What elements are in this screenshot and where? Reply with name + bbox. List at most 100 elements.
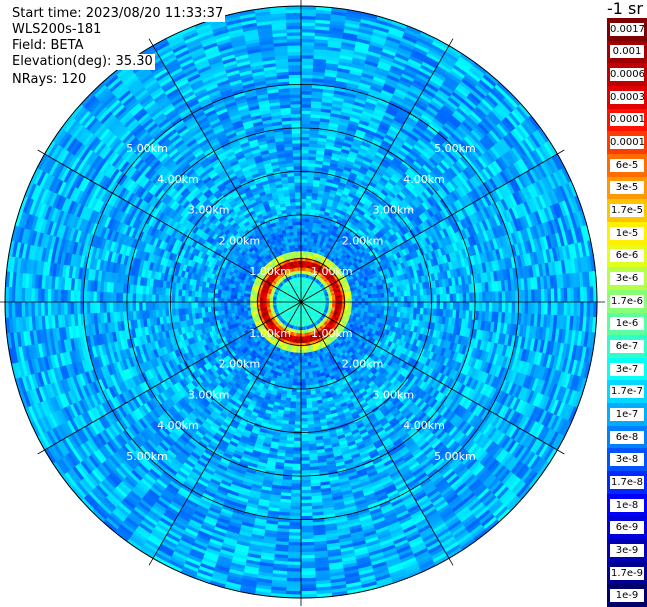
range-gate-cell: [300, 155, 310, 160]
range-gate-cell: [400, 296, 405, 303]
range-gate-cell: [443, 294, 448, 303]
range-gate-cell: [394, 296, 399, 303]
range-gate-cell: [300, 123, 312, 128]
range-gate-cell: [478, 301, 484, 313]
range-gate-cell: [403, 301, 408, 309]
range-gate-cell: [475, 292, 480, 303]
range-gate-cell: [300, 97, 313, 102]
range-gate-cell: [300, 178, 308, 183]
range-gate-cell: [300, 93, 313, 99]
range-gate-cell: [300, 113, 312, 118]
range-gate-cell: [495, 291, 500, 303]
range-gate-cell: [436, 294, 441, 303]
range-gate-cell: [300, 126, 311, 131]
range-gate-cell: [443, 301, 448, 311]
range-gate-cell: [374, 301, 379, 307]
range-gate-cell: [384, 297, 389, 303]
range-gate-cell: [495, 301, 500, 314]
range-gate-cell: [394, 301, 399, 308]
range-gate-cell: [504, 290, 510, 303]
range-gate-cell: [416, 295, 422, 303]
range-gate-cell: [300, 188, 308, 193]
range-gate-cell: [433, 301, 438, 310]
range-gate-cell: [491, 301, 497, 313]
range-gate-cell: [300, 87, 313, 92]
range-gate-cell: [300, 168, 309, 174]
range-gate-cell: [508, 290, 513, 303]
range-gate-cell: [300, 116, 312, 121]
range-gate-cell: [420, 301, 425, 309]
range-gate-cell: [485, 301, 490, 313]
range-gate-cell: [501, 301, 506, 314]
range-gate-cell: [374, 297, 379, 303]
range-gate-cell: [439, 301, 444, 311]
range-gate-cell: [403, 296, 408, 303]
range-gate-cell: [485, 291, 490, 303]
range-gate-cell: [498, 301, 503, 314]
range-gate-cell: [377, 301, 382, 307]
range-gate-cell: [452, 301, 457, 311]
range-gate-cell: [426, 294, 431, 303]
range-gate-cell: [300, 224, 306, 229]
range-gate-cell: [423, 295, 428, 303]
range-gate-cell: [300, 159, 310, 164]
range-gate-cell: [456, 293, 461, 303]
range-gate-cell: [381, 301, 386, 307]
range-gate-cell: [371, 297, 376, 303]
range-gate-cell: [423, 301, 428, 310]
range-gate-cell: [420, 295, 425, 303]
range-gate-cell: [407, 295, 412, 303]
range-gate-cell: [377, 297, 382, 303]
range-gate-cell: [430, 294, 435, 303]
range-gate-cell: [300, 185, 308, 190]
range-gate-cell: [462, 301, 467, 312]
range-gate-cell: [300, 103, 313, 108]
range-gate-cell: [429, 301, 435, 310]
range-gate-cell: [300, 146, 310, 151]
range-gate-cell: [300, 175, 309, 180]
range-gate-cell: [300, 165, 309, 170]
range-gate-cell: [397, 296, 402, 303]
range-gate-cell: [482, 301, 487, 313]
range-gate-cell: [465, 292, 470, 303]
range-gate-cell: [381, 297, 386, 303]
range-gate-cell: [527, 289, 533, 303]
range-gate-cell: [436, 301, 441, 310]
range-gate-cell: [459, 301, 464, 312]
range-gate-cell: [439, 294, 444, 303]
range-gate-cell: [426, 301, 431, 310]
range-gate-cell: [300, 110, 312, 115]
range-gate-cell: [300, 208, 307, 213]
range-gate-cell: [300, 90, 313, 95]
range-gate-cell: [300, 201, 307, 206]
range-gate-cell: [452, 293, 457, 303]
range-gate-cell: [416, 301, 422, 309]
range-gate-cell: [371, 301, 376, 307]
range-gate-cell: [475, 301, 480, 313]
range-gate-cell: [300, 217, 306, 222]
range-gate-cell: [300, 149, 310, 154]
range-gate-cell: [491, 291, 497, 303]
range-gate-cell: [384, 301, 389, 308]
range-gate-cell: [462, 293, 467, 303]
range-gate-cell: [446, 293, 451, 303]
range-gate-cell: [511, 290, 516, 303]
range-gate-cell: [368, 297, 373, 303]
range-gate-cell: [300, 152, 310, 157]
range-gate-cell: [407, 301, 412, 309]
range-gate-cell: [300, 119, 312, 125]
range-gate-cell: [511, 301, 516, 314]
range-gate-cell: [537, 289, 542, 303]
range-gate-cell: [456, 301, 461, 311]
range-gate-cell: [364, 298, 369, 303]
range-gate-cell: [449, 293, 454, 303]
range-gate-cell: [465, 301, 470, 312]
range-gate-cell: [410, 295, 415, 303]
range-gate-cell: [531, 289, 536, 303]
range-gate-cell: [300, 204, 307, 209]
range-gate-cell: [521, 289, 526, 303]
range-gate-cell: [413, 295, 418, 303]
range-gate-cell: [300, 181, 308, 187]
range-gate-cell: [446, 301, 451, 311]
range-gate-cell: [524, 289, 529, 303]
